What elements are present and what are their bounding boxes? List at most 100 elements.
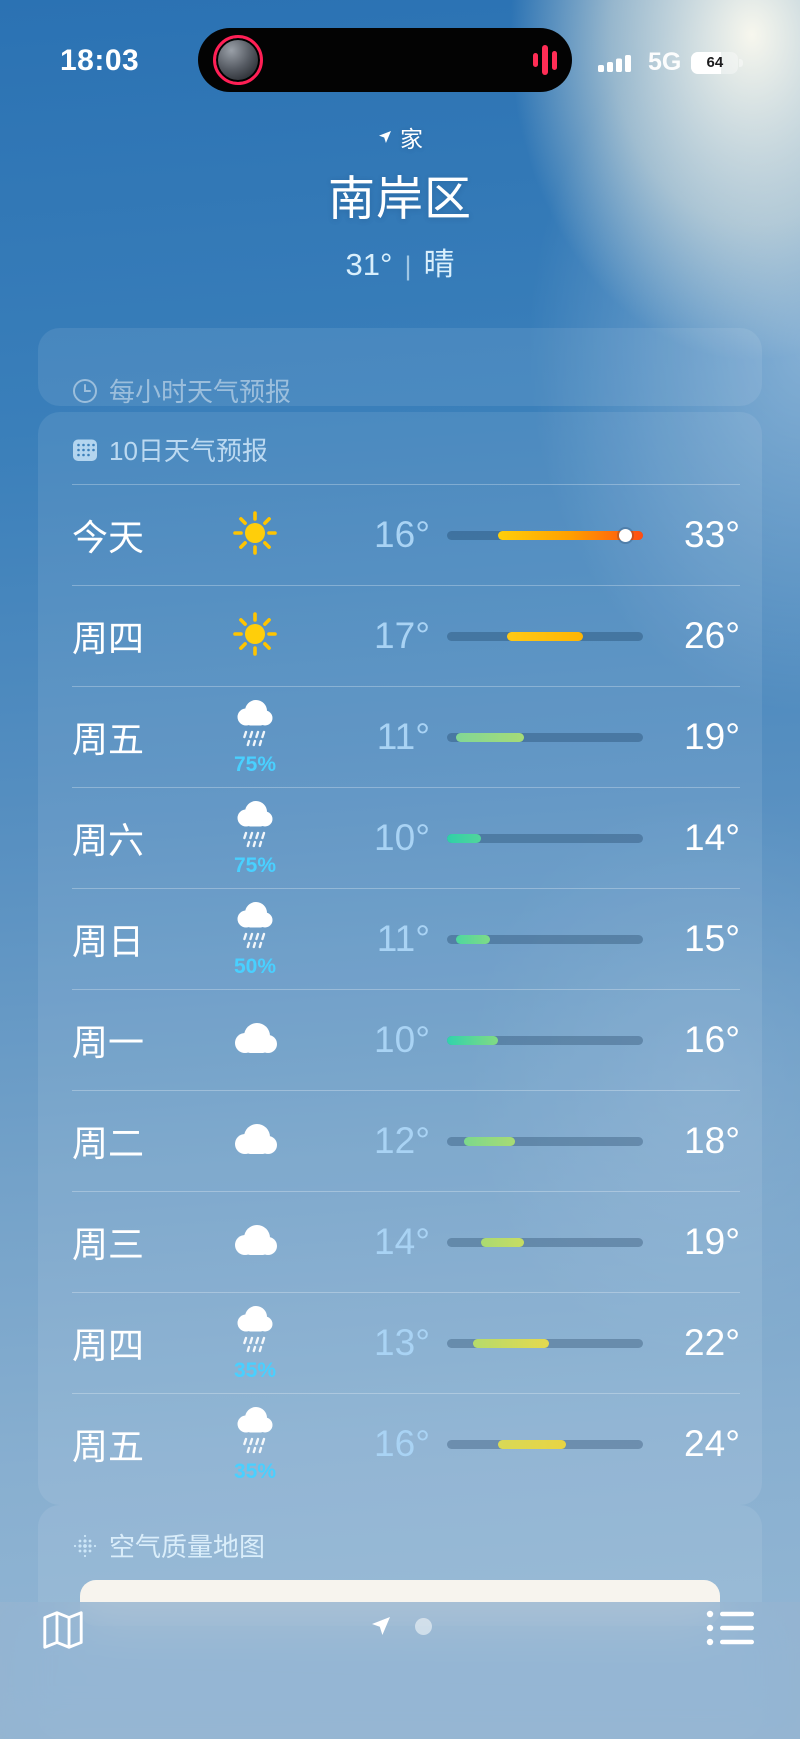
- day-label: 周二: [72, 1123, 145, 1164]
- high-temp: 24°: [684, 1423, 740, 1464]
- ten-day-card-title: 10日天气预报: [109, 436, 268, 466]
- temp-range-fill: [498, 1439, 567, 1449]
- temp-range-fill: [481, 1237, 524, 1247]
- my-location-label: 家: [400, 126, 423, 152]
- temp-range-bar: [447, 833, 643, 843]
- high-temp: 19°: [684, 716, 740, 757]
- day-label: 周六: [72, 820, 145, 861]
- day-label: 周四: [72, 1325, 145, 1366]
- day-label: 周五: [72, 719, 145, 760]
- location-arrow-icon: [379, 131, 391, 143]
- air-quality-card-title: 空气质量地图: [109, 1532, 266, 1562]
- cellular-signal-icon: [598, 54, 631, 72]
- temp-range-fill: [455, 934, 490, 944]
- temp-range-fill: [455, 732, 524, 742]
- condition-icon: [200, 510, 310, 560]
- map-icon: [43, 1611, 83, 1649]
- high-temp: 22°: [684, 1322, 740, 1363]
- forecast-row[interactable]: 周六 75% 10° 14°: [72, 787, 740, 888]
- temp-range-fill: [498, 530, 643, 540]
- forecast-row[interactable]: 周五 35% 16° 24°: [72, 1393, 740, 1494]
- day-label: 周一: [72, 1022, 145, 1063]
- battery-indicator: 64: [691, 51, 744, 74]
- status-icons: 5G 64: [598, 48, 744, 77]
- caller-avatar: [213, 35, 263, 85]
- audio-waveform-icon: [532, 43, 557, 77]
- page-title-city: 南岸区: [328, 172, 472, 225]
- high-temp: 16°: [684, 1019, 740, 1060]
- clock-time: 18:03: [60, 44, 140, 77]
- page-dot[interactable]: [414, 1617, 432, 1635]
- forecast-rows: 今天 16° 33° 周四 17° 26° 周五 75% 11°: [38, 484, 762, 1494]
- map-button[interactable]: [40, 1608, 86, 1655]
- location-list-button[interactable]: [706, 1608, 756, 1653]
- day-label: 周四: [72, 618, 145, 659]
- current-conditions: 31° | 晴: [345, 247, 455, 282]
- condition-icon: [200, 1223, 310, 1261]
- low-temp: 16°: [374, 514, 430, 555]
- temp-range-bar: [447, 1439, 643, 1449]
- low-temp: 10°: [374, 1019, 430, 1060]
- high-temp: 19°: [684, 1221, 740, 1262]
- ten-day-forecast-card: 10日天气预报 今天 16° 33° 周四 17° 26° 周五 75%: [38, 412, 762, 1505]
- network-type: 5G: [648, 48, 682, 76]
- temp-range-fill: [464, 1136, 516, 1146]
- forecast-row[interactable]: 周五 75% 11° 19°: [72, 686, 740, 787]
- precip-chance: 35%: [233, 1359, 277, 1382]
- temp-range-fill: [447, 1035, 499, 1045]
- dynamic-island[interactable]: [198, 28, 572, 92]
- battery-percent: 64: [706, 54, 724, 71]
- forecast-row[interactable]: 周四 17° 26°: [72, 585, 740, 686]
- condition-icon: [200, 611, 310, 661]
- day-label: 周五: [72, 1426, 145, 1467]
- low-temp: 14°: [374, 1221, 430, 1262]
- forecast-row[interactable]: 今天 16° 33°: [72, 484, 740, 585]
- location-arrow-icon[interactable]: [369, 1614, 393, 1638]
- low-temp: 13°: [374, 1322, 430, 1363]
- list-icon: [706, 1610, 754, 1646]
- high-temp: 15°: [684, 918, 740, 959]
- condition-icon: [200, 1122, 310, 1160]
- precip-chance: 35%: [233, 1460, 277, 1483]
- current-temp-dot: [619, 528, 633, 542]
- temp-range-bar: [447, 732, 643, 742]
- condition-icon: 50%: [200, 901, 310, 977]
- high-temp: 18°: [684, 1120, 740, 1161]
- temp-range-bar: [447, 934, 643, 944]
- air-quality-dots-icon: [73, 1534, 97, 1557]
- temp-range-bar: [447, 1237, 643, 1247]
- current-condition: 晴: [423, 247, 455, 282]
- high-temp: 26°: [684, 615, 740, 656]
- forecast-row[interactable]: 周三 14° 19°: [72, 1191, 740, 1292]
- hourly-forecast-card[interactable]: 每小时天气预报: [38, 328, 762, 407]
- location-header: 家 南岸区 31° | 晴: [0, 120, 800, 284]
- low-temp: 16°: [374, 1423, 430, 1464]
- high-temp: 33°: [684, 514, 740, 555]
- forecast-row[interactable]: 周四 35% 13° 22°: [72, 1292, 740, 1393]
- condition-icon: 35%: [200, 1406, 310, 1482]
- temp-range-bar: [447, 1035, 643, 1045]
- temp-range-fill: [506, 631, 584, 641]
- condition-icon: 35%: [200, 1305, 310, 1381]
- hourly-card-title: 每小时天气预报: [109, 377, 292, 407]
- low-temp: 11°: [376, 918, 430, 959]
- condition-icon: 75%: [200, 800, 310, 876]
- my-location-row: 家: [0, 120, 800, 154]
- low-temp: 12°: [374, 1120, 430, 1161]
- temp-range-bar: [447, 1338, 643, 1348]
- forecast-row[interactable]: 周一 10° 16°: [72, 989, 740, 1090]
- current-temperature: 31°: [345, 247, 393, 282]
- calendar-icon: [73, 439, 97, 461]
- low-temp: 11°: [376, 716, 430, 757]
- temp-range-fill: [447, 833, 482, 843]
- forecast-row[interactable]: 周日 50% 11° 15°: [72, 888, 740, 989]
- precip-chance: 50%: [233, 955, 277, 978]
- temp-range-fill: [472, 1338, 550, 1348]
- day-label: 今天: [72, 517, 145, 558]
- low-temp: 10°: [374, 817, 430, 858]
- forecast-row[interactable]: 周二 12° 18°: [72, 1090, 740, 1191]
- precip-chance: 75%: [233, 854, 277, 877]
- condition-icon: 75%: [200, 699, 310, 775]
- clock-icon: [73, 378, 97, 403]
